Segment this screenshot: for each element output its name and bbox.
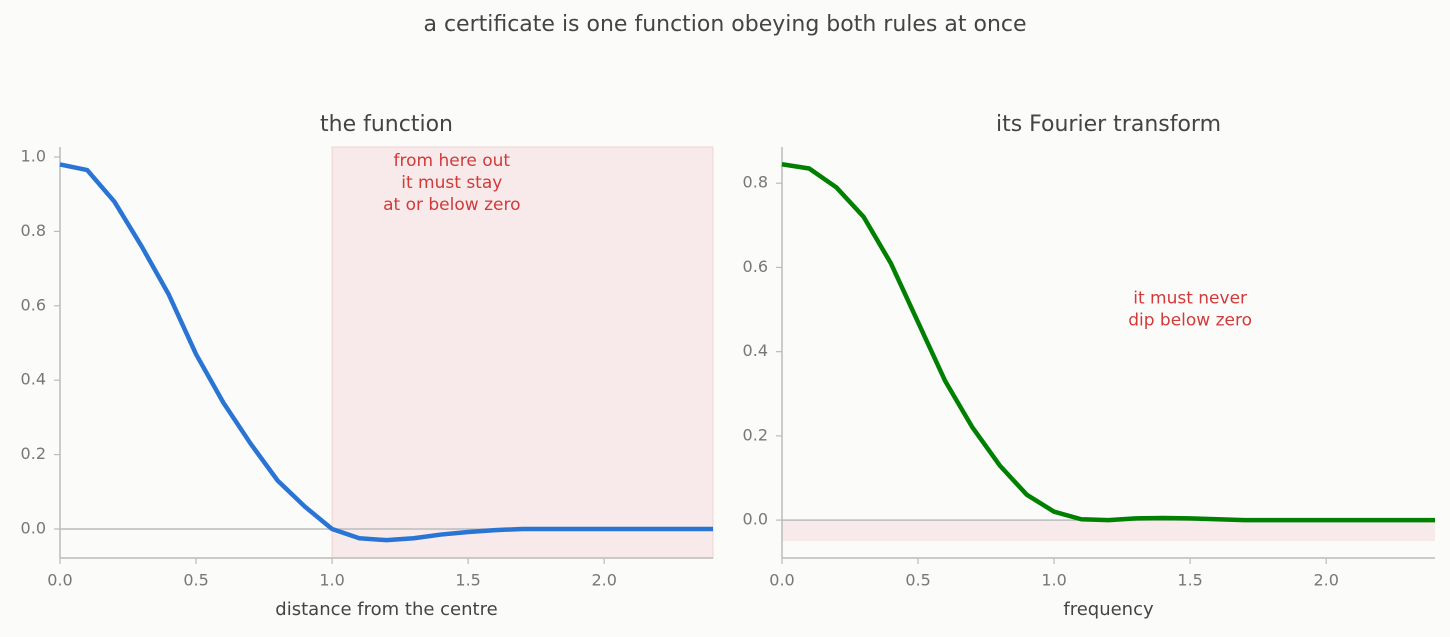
x-tick-label: 0.5 xyxy=(905,571,930,590)
y-tick-label: 0.2 xyxy=(21,444,46,463)
axes-title: the function xyxy=(320,112,453,137)
y-tick-label: 0.2 xyxy=(743,425,768,444)
x-tick-label: 1.5 xyxy=(455,571,480,590)
x-tick-label: 1.5 xyxy=(1177,571,1202,590)
x-tick-label: 0.0 xyxy=(47,571,72,590)
annotation: dip below zero xyxy=(1128,311,1252,331)
x-tick-label: 0.0 xyxy=(769,571,794,590)
x-axis-label: distance from the centre xyxy=(275,599,497,620)
x-tick-label: 0.5 xyxy=(183,571,208,590)
x-tick-label: 2.0 xyxy=(591,571,616,590)
forbidden-region xyxy=(331,146,714,559)
y-tick-label: 0.6 xyxy=(21,295,46,314)
y-tick-label: 0.0 xyxy=(743,510,768,529)
y-tick-label: 1.0 xyxy=(21,147,46,166)
y-tick-label: 0.6 xyxy=(743,257,768,276)
y-tick-label: 0.8 xyxy=(743,173,768,192)
x-tick-label: 1.0 xyxy=(1041,571,1066,590)
y-tick-label: 0.8 xyxy=(21,221,46,240)
x-tick-label: 2.0 xyxy=(1313,571,1338,590)
forbidden-region xyxy=(782,520,1435,542)
figure-title: a certificate is one function obeying bo… xyxy=(423,12,1026,37)
axes-title: its Fourier transform xyxy=(996,112,1221,137)
x-tick-label: 1.0 xyxy=(319,571,344,590)
annotation: it must never xyxy=(1133,289,1247,309)
annotation: from here out xyxy=(394,151,511,171)
y-tick-label: 0.0 xyxy=(21,518,46,537)
x-axis-label: frequency xyxy=(1063,599,1154,620)
annotation: it must stay xyxy=(401,173,502,193)
curve xyxy=(59,162,713,543)
curve xyxy=(781,162,1435,523)
y-tick-label: 0.4 xyxy=(21,370,46,389)
y-tick-label: 0.4 xyxy=(743,341,768,360)
annotation: at or below zero xyxy=(383,195,520,215)
